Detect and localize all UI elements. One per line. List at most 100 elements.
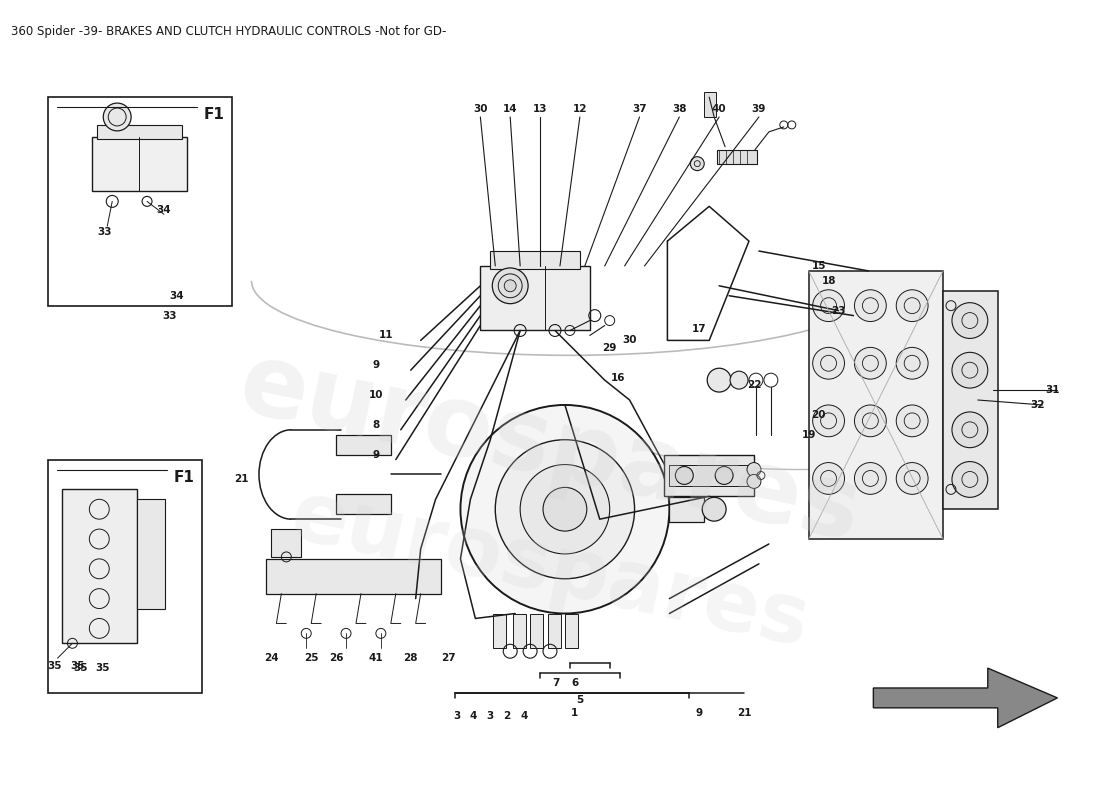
Bar <box>337 494 390 514</box>
Circle shape <box>813 462 845 494</box>
Text: 18: 18 <box>822 276 836 286</box>
Circle shape <box>855 290 887 322</box>
Circle shape <box>495 440 635 578</box>
Text: 39: 39 <box>751 104 766 114</box>
Bar <box>272 529 301 557</box>
Text: 27: 27 <box>441 653 455 663</box>
Circle shape <box>952 302 988 338</box>
Bar <box>808 271 943 539</box>
Text: 21: 21 <box>737 708 751 718</box>
Circle shape <box>730 371 748 389</box>
Text: 360 Spider -39- BRAKES AND CLUTCH HYDRAULIC CONTROLS -Not for GD-: 360 Spider -39- BRAKES AND CLUTCH HYDRAU… <box>11 25 447 38</box>
Circle shape <box>493 268 528 304</box>
Text: 9: 9 <box>372 450 379 460</box>
Text: 10: 10 <box>368 390 383 400</box>
Bar <box>664 454 754 496</box>
Text: eurospares: eurospares <box>284 474 816 663</box>
Circle shape <box>952 412 988 448</box>
Text: 30: 30 <box>473 104 487 114</box>
Text: 28: 28 <box>404 653 418 663</box>
Text: 9: 9 <box>372 360 379 370</box>
Text: 14: 14 <box>503 104 517 114</box>
Text: 22: 22 <box>747 380 761 390</box>
Circle shape <box>103 103 131 131</box>
Text: 29: 29 <box>603 343 617 354</box>
Text: 8: 8 <box>372 420 379 430</box>
Bar <box>337 434 390 454</box>
Text: 4: 4 <box>470 710 477 721</box>
Text: 24: 24 <box>264 653 278 663</box>
Text: 4: 4 <box>520 710 528 721</box>
Text: 11: 11 <box>378 330 393 341</box>
Circle shape <box>952 462 988 498</box>
Text: 12: 12 <box>573 104 587 114</box>
Bar <box>670 498 704 522</box>
Circle shape <box>855 462 887 494</box>
Circle shape <box>702 498 726 521</box>
Circle shape <box>813 290 845 322</box>
Text: eurospares: eurospares <box>231 337 869 563</box>
Circle shape <box>461 405 670 614</box>
Text: 16: 16 <box>610 373 625 383</box>
Circle shape <box>952 352 988 388</box>
Circle shape <box>691 157 704 170</box>
Text: 13: 13 <box>532 104 548 114</box>
Text: 31: 31 <box>1045 385 1059 395</box>
Bar <box>481 266 590 330</box>
Circle shape <box>813 405 845 437</box>
Text: 15: 15 <box>812 261 826 271</box>
Circle shape <box>543 487 586 531</box>
Circle shape <box>896 462 928 494</box>
Text: 3: 3 <box>453 710 460 721</box>
Bar <box>493 614 506 648</box>
Circle shape <box>715 466 733 485</box>
Bar <box>704 92 716 117</box>
Circle shape <box>896 290 928 322</box>
Text: 35: 35 <box>95 663 110 673</box>
Text: 23: 23 <box>832 306 846 316</box>
Bar <box>530 614 543 648</box>
Text: 20: 20 <box>812 410 826 420</box>
Circle shape <box>896 405 928 437</box>
Bar <box>97 125 182 139</box>
Text: 35: 35 <box>47 661 62 671</box>
Circle shape <box>855 347 887 379</box>
Circle shape <box>747 462 761 477</box>
Text: 3: 3 <box>486 710 494 721</box>
Circle shape <box>520 465 609 554</box>
Bar <box>92 137 187 191</box>
Polygon shape <box>873 668 1057 728</box>
Text: 30: 30 <box>623 335 637 346</box>
Text: 34: 34 <box>169 290 184 301</box>
Text: 6: 6 <box>571 678 579 688</box>
Text: 25: 25 <box>304 653 319 663</box>
Text: 32: 32 <box>1031 400 1045 410</box>
Text: 21: 21 <box>234 474 249 485</box>
Text: 26: 26 <box>329 653 343 663</box>
Bar <box>47 459 201 693</box>
Circle shape <box>855 405 887 437</box>
Text: F1: F1 <box>174 470 195 485</box>
Bar <box>943 290 998 510</box>
Text: 19: 19 <box>802 430 816 440</box>
Bar <box>491 251 580 269</box>
Text: 35: 35 <box>70 661 85 671</box>
Text: 41: 41 <box>368 653 383 663</box>
Text: 2: 2 <box>504 710 510 721</box>
Text: 7: 7 <box>552 678 560 688</box>
Text: 35: 35 <box>73 663 88 673</box>
Text: 33: 33 <box>163 310 177 321</box>
Text: 17: 17 <box>692 323 706 334</box>
Circle shape <box>747 474 761 488</box>
Text: 1: 1 <box>571 708 579 718</box>
Text: 40: 40 <box>712 104 726 114</box>
Text: F1: F1 <box>204 107 224 122</box>
Circle shape <box>813 347 845 379</box>
Bar <box>670 465 749 486</box>
Bar <box>548 614 561 648</box>
Text: 33: 33 <box>97 227 111 237</box>
Bar <box>514 614 526 648</box>
Text: 34: 34 <box>156 206 172 215</box>
Circle shape <box>896 347 928 379</box>
Circle shape <box>707 368 732 392</box>
